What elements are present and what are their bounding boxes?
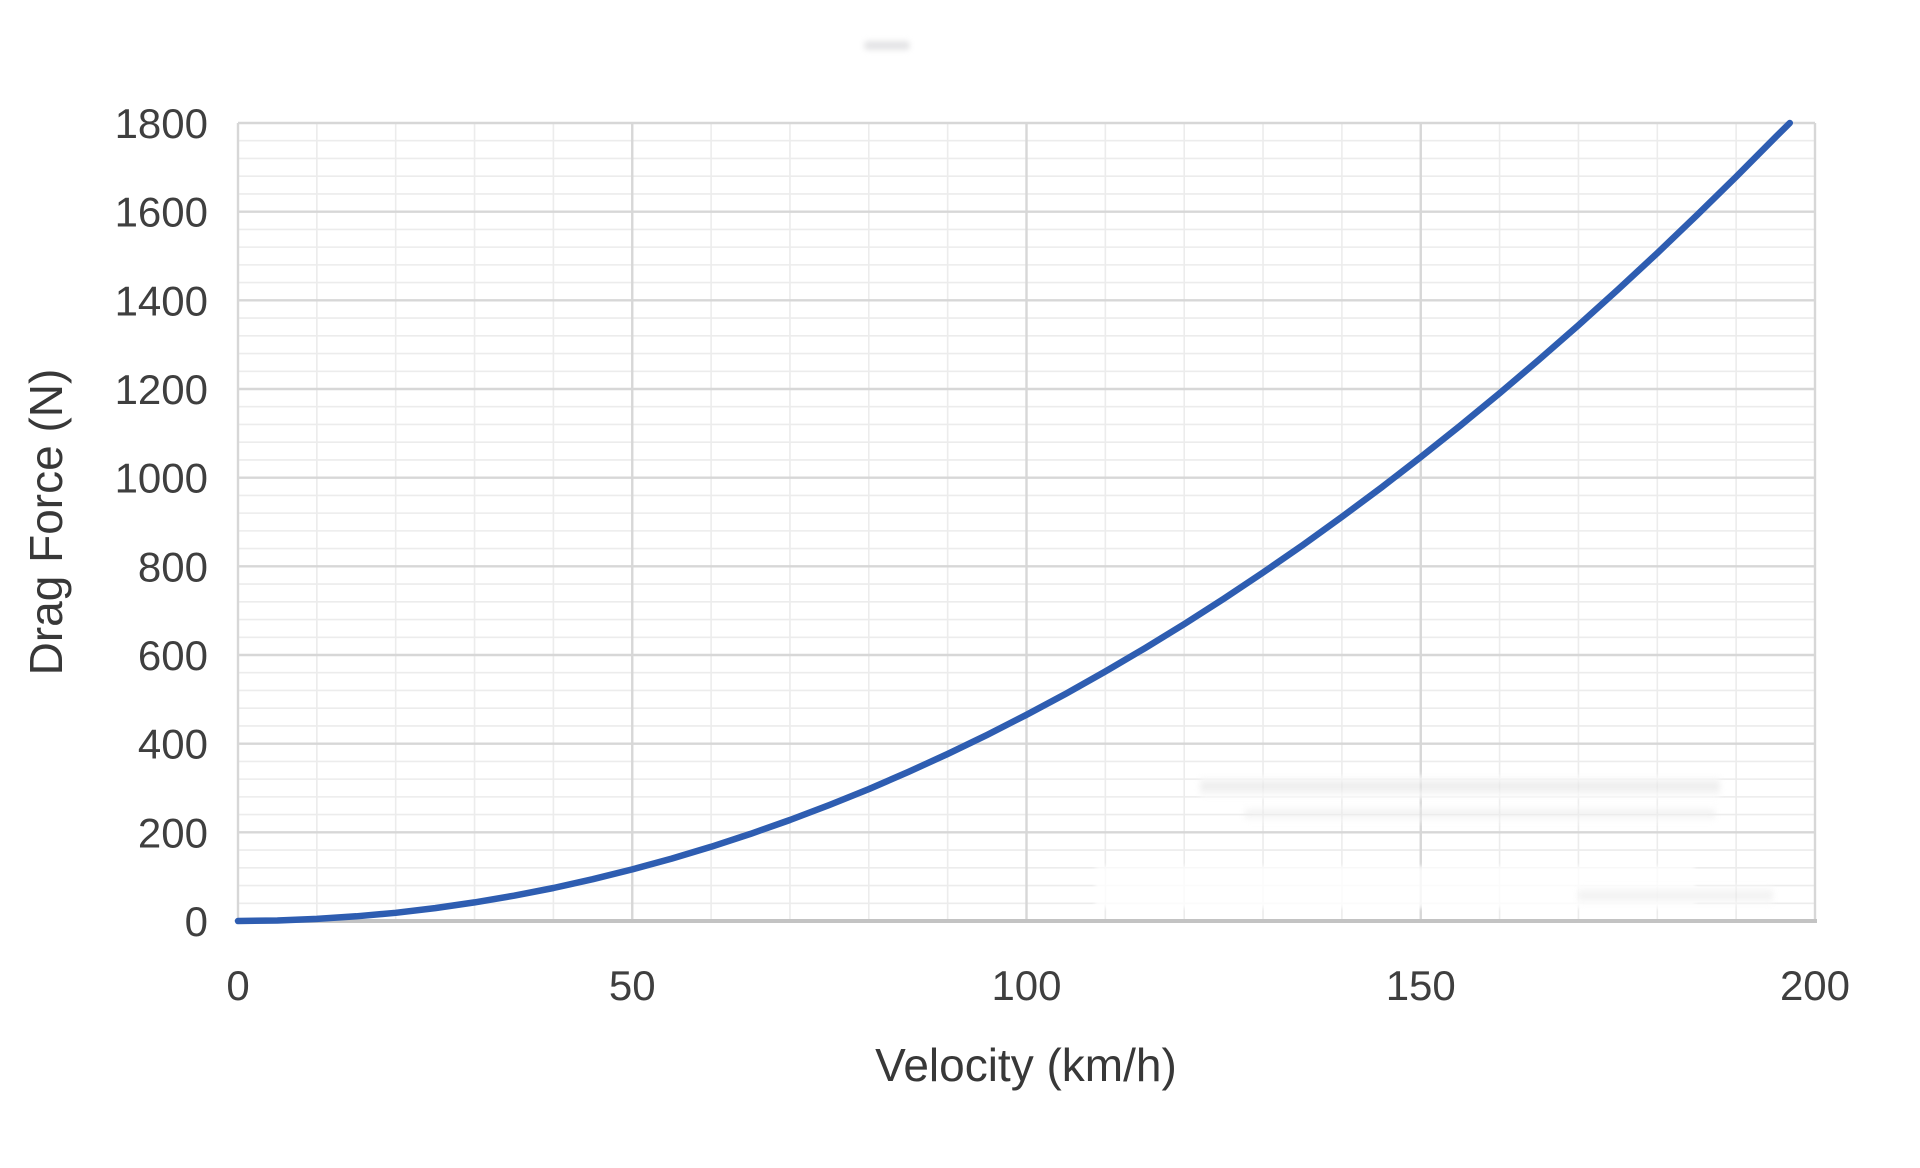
y-tick-label: 1800 (115, 100, 208, 147)
major-gridlines (236, 121, 1817, 921)
y-tick-label: 1600 (115, 189, 208, 236)
x-tick-label: 150 (1386, 962, 1456, 1009)
y-tick-label: 0 (185, 898, 208, 945)
x-tick-label: 0 (226, 962, 249, 1009)
drag-force-curve (234, 119, 1794, 925)
y-tick-label: 200 (138, 809, 208, 856)
x-tick-label: 50 (609, 962, 656, 1009)
y-tick-label: 400 (138, 721, 208, 768)
y-tick-label: 1400 (115, 277, 208, 324)
y-tick-label: 1200 (115, 366, 208, 413)
y-tick-label: 600 (138, 632, 208, 679)
tick-labels: 0 50 100 150 200 0 200 400 600 800 1000 1200 1400 160… (115, 100, 1850, 1009)
drag-force-series-line (234, 119, 1794, 925)
x-tick-label: 100 (991, 962, 1061, 1009)
y-axis-title: Drag Force (N) (20, 369, 72, 676)
y-tick-label: 800 (138, 543, 208, 590)
x-tick-label: 200 (1780, 962, 1850, 1009)
x-axis-title: Velocity (km/h) (875, 1039, 1177, 1091)
y-tick-label: 1000 (115, 455, 208, 502)
